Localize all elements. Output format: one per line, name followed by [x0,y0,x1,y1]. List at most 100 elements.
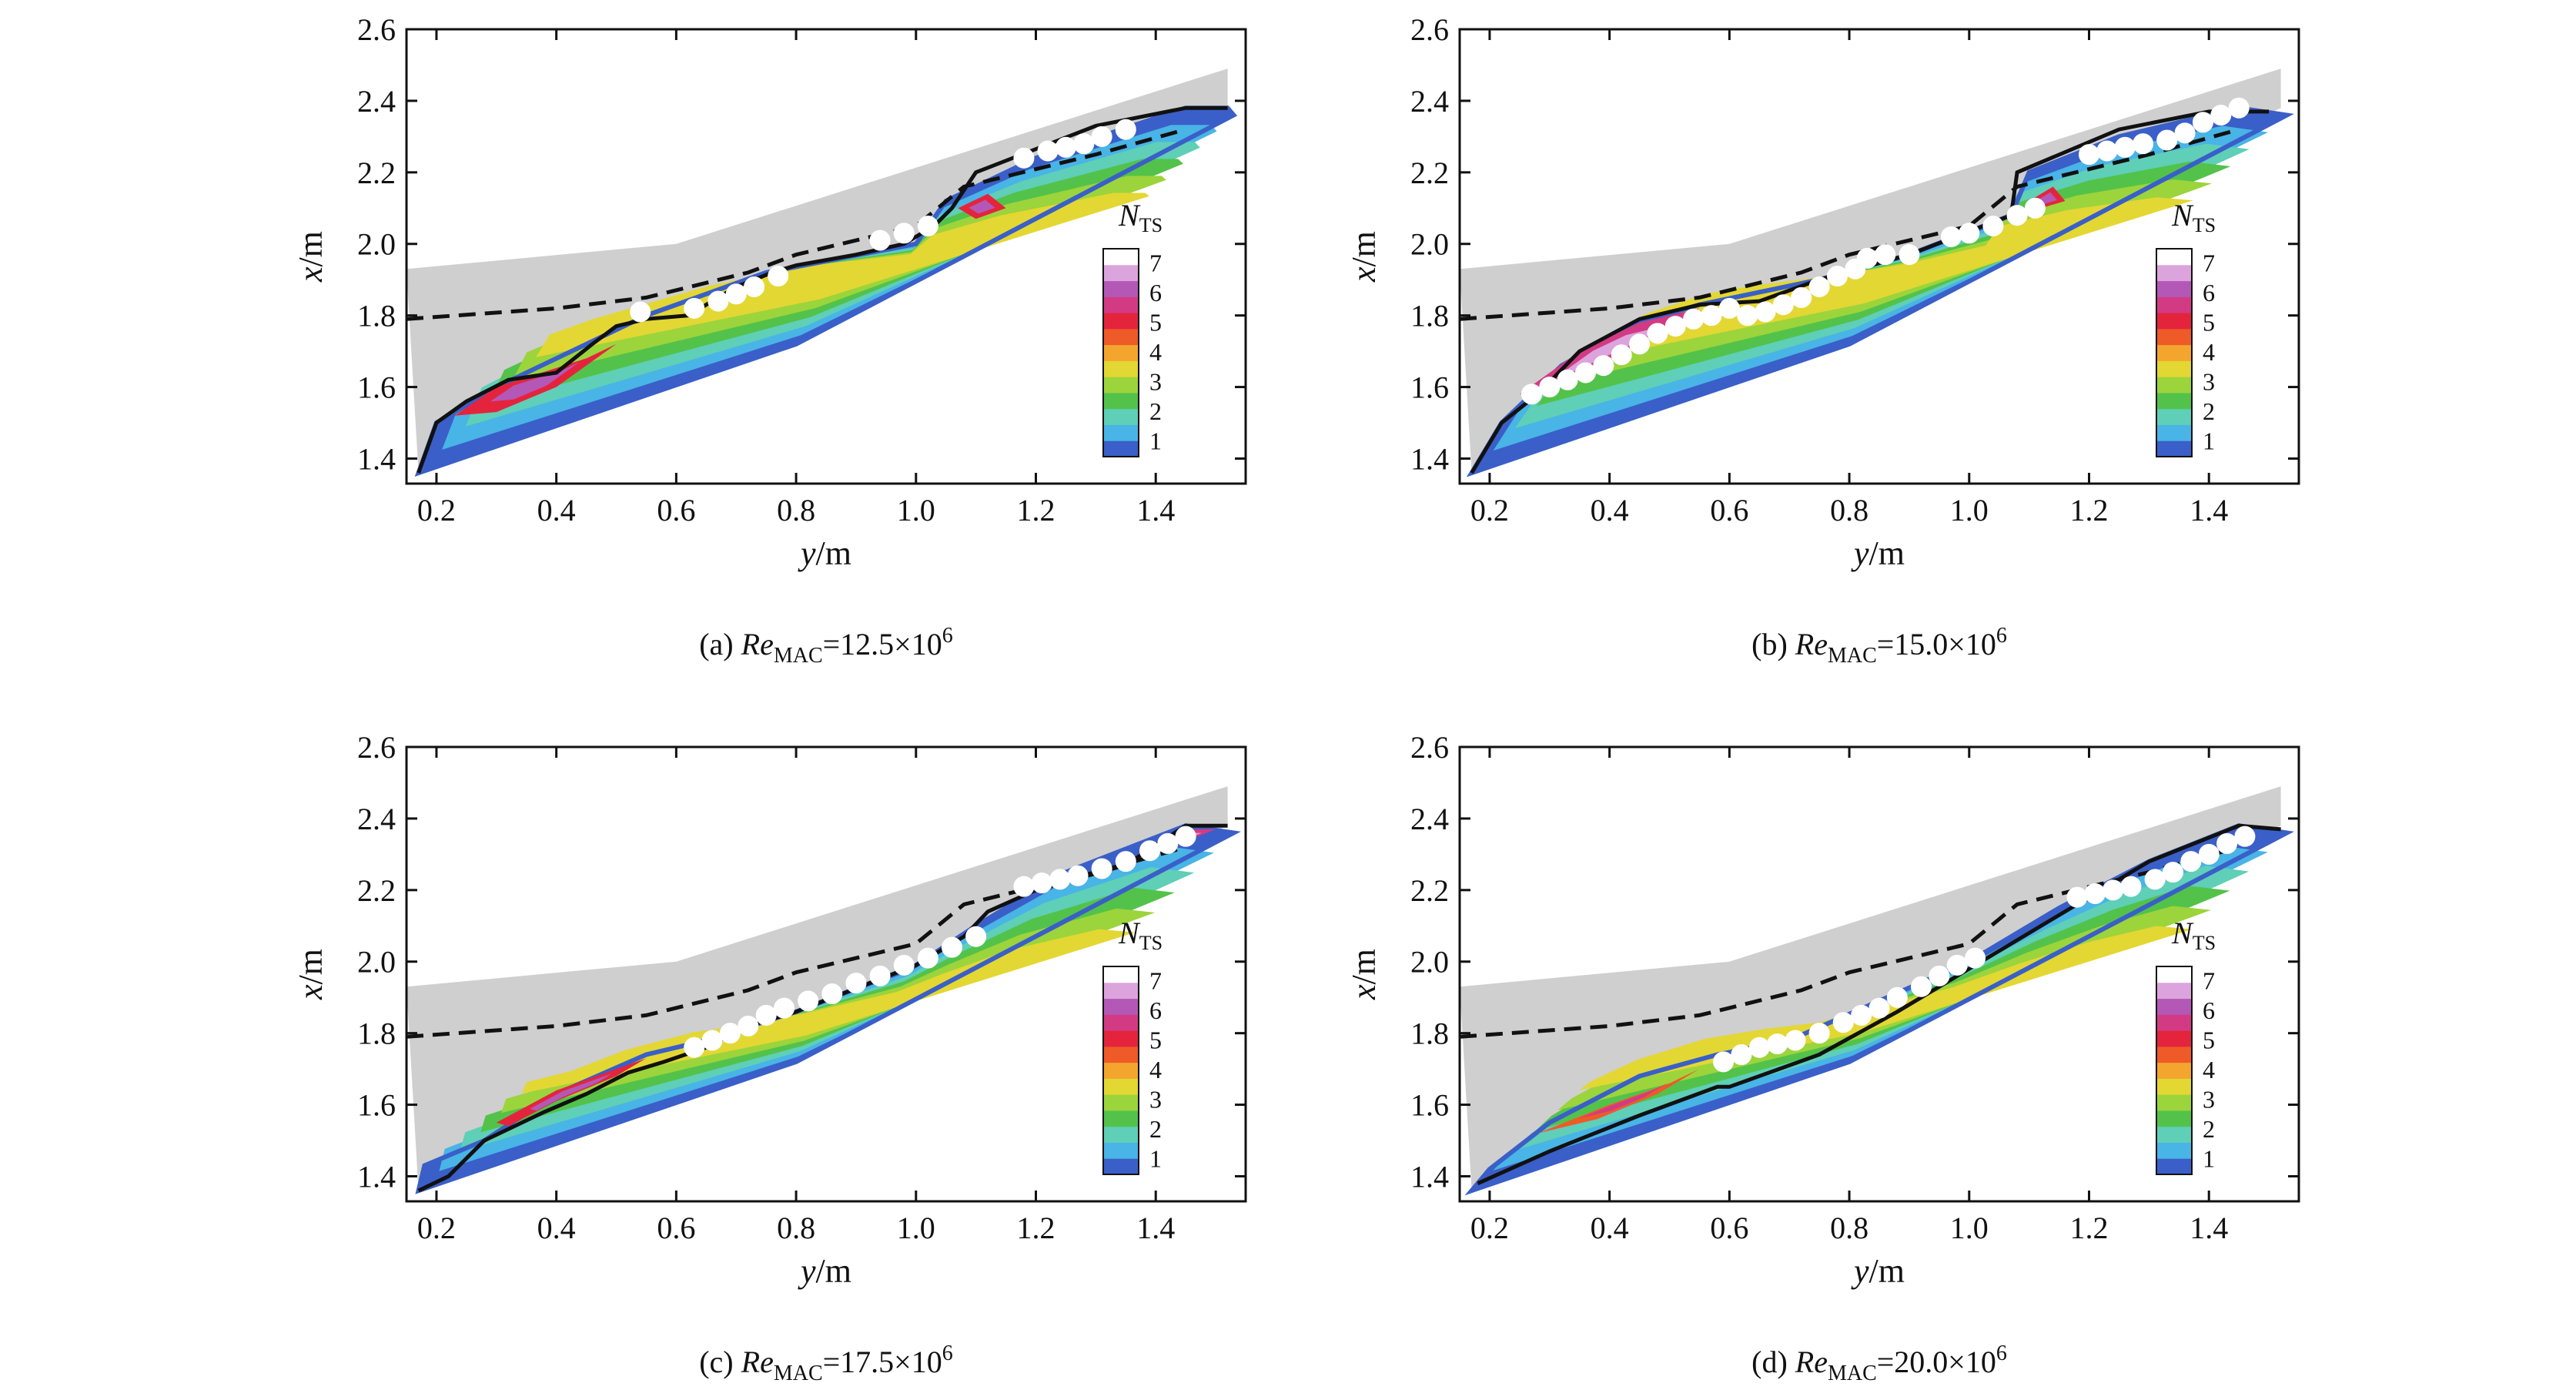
transition-marker [2006,205,2028,226]
x-tick-label: 0.4 [537,493,576,528]
transition-marker [942,936,962,958]
colorbar-swatch [2156,344,2192,361]
plot-area [1460,69,2294,477]
colorbar-label: 6 [1149,996,1162,1024]
x-tick-label: 0.6 [1710,493,1748,528]
x-tick-label: 0.2 [1470,1211,1509,1245]
plot-frame [405,28,1247,485]
colorbar-swatch [1103,966,1139,983]
transition-marker [1557,369,1578,390]
colorbar-label: 1 [2203,427,2215,455]
transition-marker [1785,1030,1806,1051]
transition-marker [1940,226,1962,247]
transition-marker [2216,832,2238,854]
transition-marker [1539,377,1561,398]
transition-marker [1611,344,1632,366]
transition-marker [869,229,891,251]
chart-panel-a: 0.2 0.4 0.6 0.8 1.0 1.2 1.4 1.4 1.6 1.8 2.0 2.2 2.4 2… [292,12,1247,668]
y-tick-label: 1.6 [357,370,396,405]
colorbar-swatch [1103,377,1139,394]
colorbar-title: NTS [1118,198,1163,236]
transition-marker [2180,851,2202,872]
colorbar-label: 6 [2203,279,2215,306]
transition-marker [1067,865,1089,886]
colorbar-label: 7 [2203,966,2215,994]
colorbar-swatch [1103,360,1139,377]
x-tick-label: 0.2 [1470,493,1509,528]
colorbar-label: 1 [1149,1145,1162,1173]
transition-marker [1037,140,1059,162]
transition-marker [684,1037,705,1058]
colorbar-swatch [2156,1030,2192,1047]
chart-panel-b: 0.2 0.4 0.6 0.8 1.0 1.2 1.4 1.4 1.6 1.8 2.0 2.2 2.4 2… [1345,12,2300,668]
transition-marker [1055,136,1076,158]
transition-marker [869,965,891,986]
colorbar-label: 4 [1149,1056,1162,1083]
transition-marker [917,216,938,237]
transition-marker [1115,851,1136,872]
transition-marker [917,947,938,969]
transition-marker [1808,1023,1830,1044]
colorbar-swatch [1103,1078,1139,1095]
dashed-line [1460,127,2240,321]
colorbar-label: 2 [2203,1115,2215,1143]
colorbar-label: 4 [1149,338,1162,366]
colorbar-swatch [1103,1014,1139,1031]
colorbar-title: NTS [1118,916,1163,954]
colorbar-frame [1102,966,1139,1175]
y-tick-label: 2.4 [1410,84,1449,119]
colorbar-swatch [1103,1126,1139,1143]
panel-caption: (d) ReMAC=20.0×106 [1751,1341,2007,1385]
x-tick-label: 1.4 [2190,1211,2228,1245]
transition-marker [1157,832,1179,854]
transition-marker [1856,247,1878,269]
transition-marker [2114,136,2136,158]
transition-marker [2174,122,2196,144]
y-tick-label: 2.0 [357,945,396,980]
colorbar-label: 6 [2203,996,2215,1024]
colorbar-swatch [2156,1158,2192,1175]
x-axis-label: y/m [798,534,851,572]
colorbar-swatch [1103,280,1139,297]
transition-marker [2192,112,2213,133]
transition-marker [1013,147,1035,169]
transition-marker [1031,872,1052,894]
colorbar-frame [2156,966,2193,1175]
colorbar-label: 1 [1149,427,1162,455]
transition-marker [1575,362,1596,383]
transition-marker [2210,104,2232,126]
colorbar-swatch [2156,982,2192,1000]
transition-marker [768,266,789,287]
colorbar-swatch [1103,1062,1139,1079]
x-axis-label: y/m [1851,534,1905,572]
y-tick-label: 2.0 [357,227,396,262]
transition-marker [821,983,843,1005]
y-axis-label: x/m [1345,949,1383,1000]
chart-panel-c: 0.2 0.4 0.6 0.8 1.0 1.2 1.4 1.4 1.6 1.8 2.0 2.2 2.4 2… [292,730,1247,1385]
transition-marker [2079,144,2099,166]
panel-caption: (c) ReMAC=17.5×106 [699,1341,953,1385]
transition-marker [755,1004,777,1026]
x-tick-label: 0.8 [1830,493,1868,528]
colorbar-swatch [1103,249,1139,266]
x-tick-label: 0.8 [1830,1211,1868,1245]
x-tick-label: 0.8 [777,493,815,528]
transition-marker [1791,286,1812,308]
transition-marker [893,954,915,976]
transition-marker [1091,858,1112,879]
colorbar-label: 6 [1149,279,1162,306]
colorbar-swatch [2156,1046,2192,1063]
y-axis-label: x/m [292,231,330,283]
colorbar-swatch [1103,296,1139,313]
x-tick-label: 1.0 [1950,1211,1989,1245]
transition-marker [701,1030,723,1051]
colorbar-swatch [1103,982,1139,1000]
transition-marker [2066,886,2088,908]
transition-marker [965,926,987,947]
y-tick-label: 2.0 [1410,945,1449,980]
colorbar-swatch [1103,1142,1139,1159]
x-tick-label: 1.0 [1950,493,1989,528]
transition-marker [1959,223,1980,244]
